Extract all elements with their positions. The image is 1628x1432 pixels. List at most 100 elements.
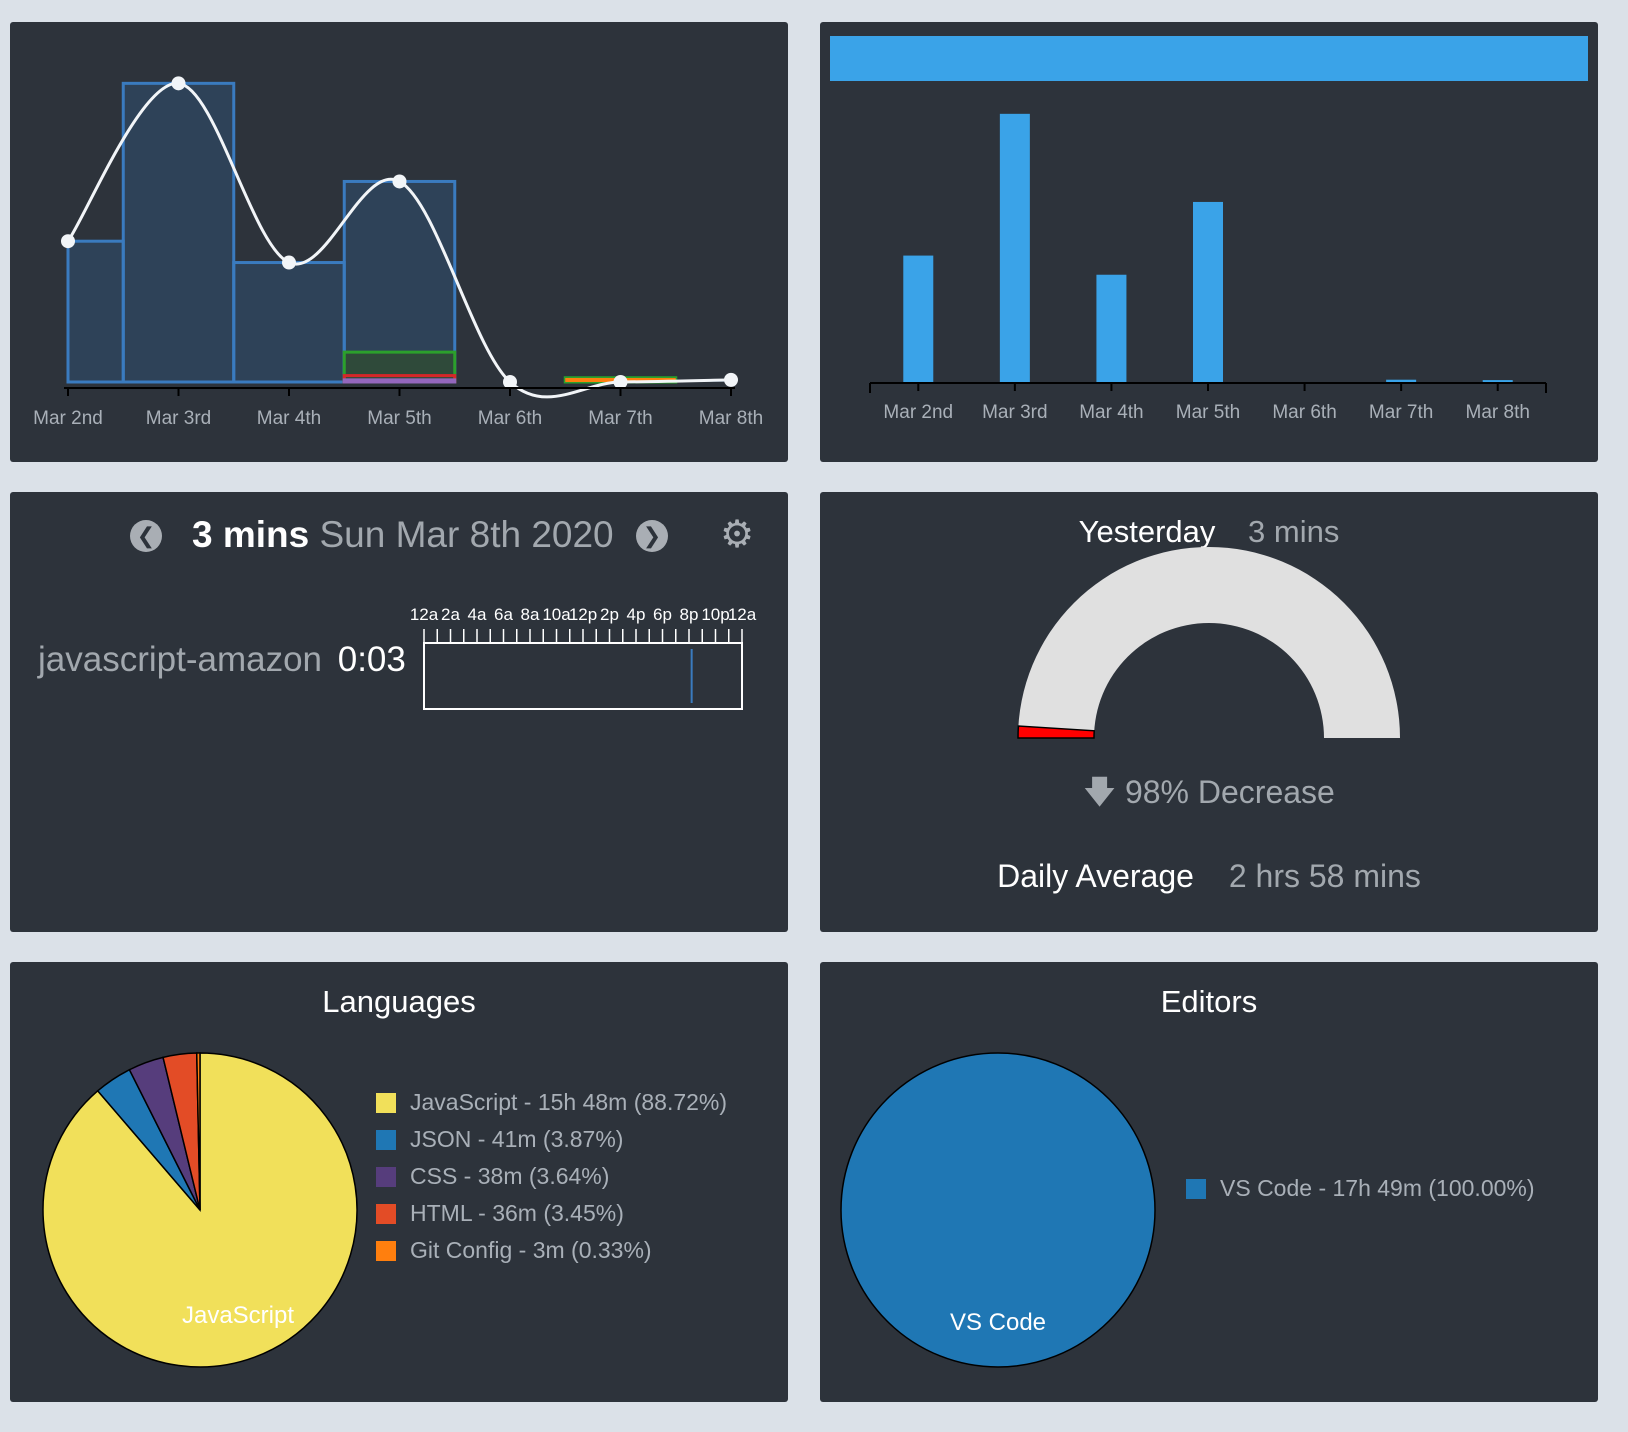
daily-average-row: Daily Average 2 hrs 58 mins [820,858,1598,895]
x-tick-label: Mar 3rd [146,408,211,429]
editors-pie-chart: VS Code [840,1052,1156,1368]
series-3-bar-3 [342,378,457,384]
languages-panel: Languages JavaScript JavaScript - 15h 48… [10,962,788,1402]
bar-2 [1096,274,1127,382]
legend-swatch [376,1241,396,1261]
bar-6 [1482,380,1513,382]
legend-swatch [376,1093,396,1113]
bar-5 [1386,379,1417,382]
x-tick-label: Mar 8th [699,408,763,429]
yesterday-label: Yesterday [1078,514,1216,549]
legend-swatch [376,1204,396,1224]
coding-activity-bar-chart: Mar 2nd Mar 3rd Mar 4th Mar 5th Mar 6th Mar 7… [830,36,1588,423]
timeline-hour-label: 10p [701,605,729,624]
timeline-hour-label: 4p [627,605,646,624]
timeline-hour-label: 12a [728,605,757,624]
trend-point-3 [392,174,407,189]
editors-legend: VS Code - 17h 49m (100.00%) [1186,1170,1535,1207]
project-row: javascript-amazon 0:03 [38,640,406,680]
change-row: 🡇 98% Decrease [820,770,1598,824]
languages-pie-chart: JavaScript [42,1052,358,1368]
editors-panel: Editors VS Code VS Code - 17h 49m (100.0… [820,962,1598,1402]
trend-point-5 [613,375,628,389]
x-tick-label: Mar 7th [1369,402,1433,423]
pie-slice-label: VS Code [950,1309,1046,1336]
pie-slice-4 [195,1052,201,1211]
trend-point-4 [503,375,517,389]
x-tick-label: Mar 5th [367,408,431,429]
timeline-hour-label: 4a [468,605,487,624]
timeline-hour-label: 10a [542,605,571,624]
x-tick-label: Mar 4th [1079,402,1143,423]
languages-title: Languages [322,984,476,1019]
x-tick-label: Mar 3rd [982,402,1047,423]
pie-slice-0 [840,1052,1156,1368]
coding-activity-bar-chart-panel: Mar 2nd Mar 3rd Mar 4th Mar 5th Mar 6th Mar 7… [820,22,1598,462]
legend-item: JavaScript - 15h 48m (88.72%) [376,1084,727,1121]
legend-item: VS Code - 17h 49m (100.00%) [1186,1170,1535,1207]
legend-swatch [376,1167,396,1187]
chevron-right-icon[interactable]: ❯ [636,520,668,552]
x-tick-label: Mar 2nd [883,402,953,423]
editors-title: Editors [1160,984,1258,1019]
x-tick-label: Mar 6th [1272,402,1336,423]
languages-legend: JavaScript - 15h 48m (88.72%) JSON - 41m … [376,1084,727,1269]
timeline-hour-label: 12a [410,605,439,624]
arrow-down-icon: 🡇 [1083,774,1117,810]
legend-label: JavaScript - 15h 48m (88.72%) [410,1089,728,1115]
coding-activity-area-chart-panel: Mar 2nd Mar 3rd Mar 4th Mar 5th Mar 6th Mar 7… [10,22,788,462]
trend-point-1 [171,76,186,91]
legend-label: VS Code - 17h 49m (100.00%) [1220,1175,1535,1201]
legend-swatch [376,1130,396,1150]
change-text: 98% Decrease [1124,774,1335,810]
legend-label: CSS - 38m (3.64%) [410,1163,610,1189]
day-date: Sun Mar 8th 2020 [319,514,614,555]
x-tick-label: Mar 2nd [33,408,103,429]
bar-3 [1193,201,1223,382]
trend-point-6 [724,372,738,387]
timeline-hour-label: 2p [600,605,619,624]
gauge-track [1018,547,1400,738]
legend-item: JSON - 41m (3.87%) [376,1121,727,1158]
day-view-panel: ❮ 3 mins Sun Mar 8th 2020 ❯ ⚙ 12a 2a 4a 6a 8… [10,492,788,932]
timeline-hour-label: 12p [569,605,597,624]
legend-swatch [1186,1179,1206,1199]
yesterday-gauge-panel: Yesterday 3 mins 🡇 98% Decrease Daily Av… [820,492,1598,932]
x-tick-label: Mar 7th [588,408,652,429]
timeline-hour-label: 8a [521,605,540,624]
legend-item: Git Config - 3m (0.33%) [376,1232,727,1269]
day-header: 3 mins Sun Mar 8th 2020 [192,514,614,556]
timeline-hour-label: 8p [680,605,699,624]
legend-label: HTML - 36m (3.45%) [410,1200,624,1226]
bar-1 [999,113,1030,382]
area-fill [68,83,731,383]
trend-point-0 [61,234,75,249]
timeline-hour-label: 2a [441,605,460,624]
x-tick-label: Mar 6th [478,408,542,429]
x-tick-label: Mar 4th [257,408,321,429]
project-name[interactable]: javascript-amazon [38,640,322,679]
timeline-hour-label: 6a [494,605,513,624]
legend-item: HTML - 36m (3.45%) [376,1195,727,1232]
yesterday-header: Yesterday 3 mins [820,514,1598,550]
chart-header-bar [830,36,1588,81]
legend-item: CSS - 38m (3.64%) [376,1158,727,1195]
chevron-left-icon[interactable]: ❮ [130,520,162,552]
yesterday-value: 3 mins [1248,514,1340,549]
x-tick-label: Mar 8th [1466,402,1530,423]
series-1-bar-3 [342,350,457,384]
legend-label: JSON - 41m (3.87%) [410,1126,624,1152]
gauge-fill [1017,725,1096,739]
daily-average-value: 2 hrs 58 mins [1228,858,1421,894]
coding-activity-area-chart: Mar 2nd Mar 3rd Mar 4th Mar 5th Mar 6th Mar 7… [33,76,763,429]
daily-average-label: Daily Average [997,858,1194,894]
day-total: 3 mins [192,514,310,555]
project-time: 0:03 [337,640,406,679]
x-tick-label: Mar 5th [1176,402,1240,423]
yesterday-gauge [1017,547,1400,739]
timeline-box [423,642,743,710]
gear-icon[interactable]: ⚙ [720,514,755,556]
legend-label: Git Config - 3m (0.33%) [410,1237,652,1263]
timeline-hour-label: 6p [653,605,672,624]
